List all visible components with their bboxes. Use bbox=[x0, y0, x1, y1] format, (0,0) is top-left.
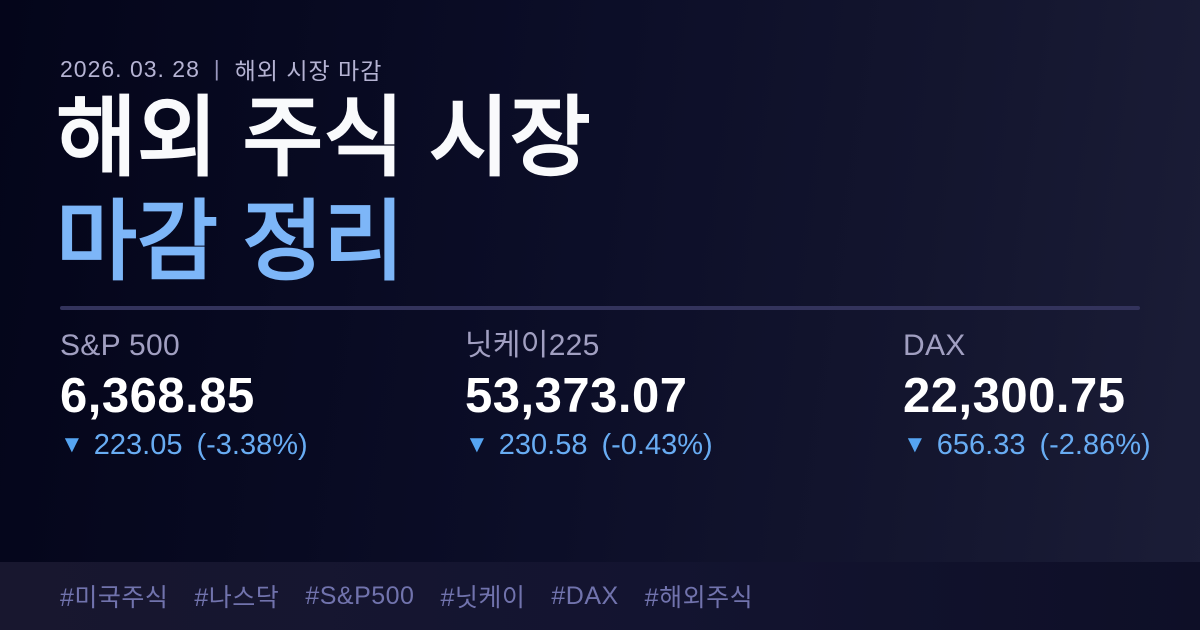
hashtag: #닛케이 bbox=[440, 584, 526, 612]
hashtag: #S&P500 bbox=[305, 581, 415, 610]
index-change-row: ▼ 656.33 (-2.86%) bbox=[903, 428, 1151, 463]
index-name: DAX bbox=[903, 329, 966, 362]
index-name: 닛케이225 bbox=[465, 329, 600, 362]
index-card-dax: DAX 22,300.75 ▼ 656.33 (-2.86%) bbox=[903, 328, 1151, 463]
index-change-row: ▼ 230.58 (-0.43%) bbox=[465, 428, 713, 463]
hashtag-bar: #미국주식 #나스닥 #S&P500 #닛케이 #DAX #해외주식 bbox=[0, 562, 1200, 630]
change-percent: (-3.38%) bbox=[196, 428, 308, 461]
change-amount: 656.33 bbox=[936, 428, 1026, 461]
hashtag: #미국주식 bbox=[60, 584, 169, 612]
divider-line bbox=[60, 306, 1140, 310]
change-percent: (-0.43%) bbox=[601, 428, 713, 461]
change-amount: 230.58 bbox=[498, 428, 588, 461]
index-name: S&P 500 bbox=[60, 329, 180, 362]
header-context-label: 해외 시장 마감 bbox=[234, 58, 383, 84]
down-triangle-icon: ▼ bbox=[465, 430, 489, 458]
index-value: 6,368.85 bbox=[60, 369, 255, 423]
index-change-row: ▼ 223.05 (-3.38%) bbox=[60, 428, 308, 463]
hashtag: #해외주식 bbox=[644, 584, 754, 612]
change-amount: 223.05 bbox=[93, 428, 183, 461]
index-value: 22,300.75 bbox=[903, 369, 1126, 423]
index-value: 53,373.07 bbox=[465, 369, 688, 423]
down-triangle-icon: ▼ bbox=[60, 430, 84, 458]
title-line2: 마감 정리 bbox=[56, 191, 405, 291]
hashtag: #나스닥 bbox=[194, 584, 280, 612]
change-percent: (-2.86%) bbox=[1039, 428, 1151, 461]
date-text: 2026. 03. 28 bbox=[60, 55, 200, 82]
index-card-sp500: S&P 500 6,368.85 ▼ 223.05 (-3.38%) bbox=[60, 328, 308, 463]
header-row: 2026. 03. 28 | 해외 시장 마감 bbox=[60, 52, 382, 86]
down-triangle-icon: ▼ bbox=[903, 430, 927, 458]
index-card-nikkei225: 닛케이225 53,373.07 ▼ 230.58 (-0.43%) bbox=[465, 328, 713, 463]
title-line1: 해외 주식 시장 bbox=[56, 88, 591, 187]
separator-pipe: | bbox=[213, 56, 221, 81]
page-title: 해외 주식 시장 마감 정리 bbox=[56, 86, 591, 294]
hashtag: #DAX bbox=[551, 581, 619, 610]
